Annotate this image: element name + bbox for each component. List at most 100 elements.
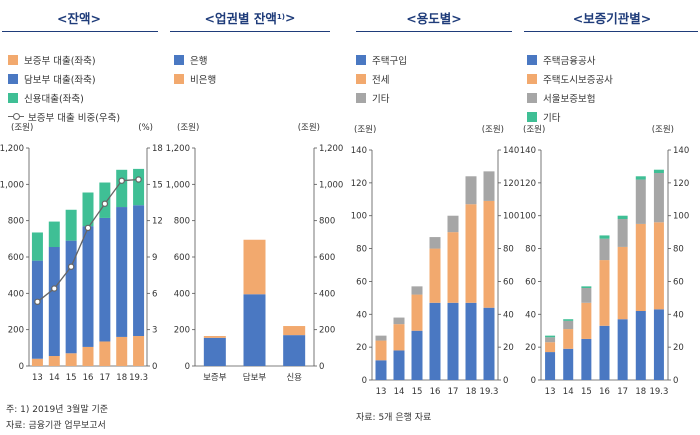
legend-item-usage-other: 기타 [356,88,407,107]
x-tick-label: 18 [116,373,127,383]
y-tick-label-left: 200 [8,326,24,336]
x-tick-label: 14 [394,387,405,397]
y-tick-label-right: 40 [503,310,514,320]
x-tick-label: 17 [617,387,628,397]
y-tick-label-left: 60 [356,277,367,287]
y-tick-label-right: 0 [319,362,324,372]
y-unit-label-right: (조원) [298,123,320,133]
legend-label: 서울보증보험 [543,93,596,105]
y-tick-label-left: 0 [19,362,24,372]
y-tick-label-left: 600 [174,253,190,263]
guarantor-legend: 주택금융공사 주택도시보증공사 서울보증보험 기타 [527,50,613,126]
y-tick-label-left: 60 [525,277,536,287]
y-tick-label-right: 60 [503,277,514,287]
bar-segment [116,336,128,366]
bar-segment [393,350,405,380]
legend-item-guaranteed-loan: 보증부 대출(좌축) [8,50,120,69]
bar-segment [465,176,477,205]
bar-segment [465,204,477,303]
bar-segment [635,311,646,380]
legend-label: 주택구입 [372,55,407,67]
y-tick-label-right: 18 [152,144,163,154]
share-line-point [34,298,41,306]
sector-title-footnote-mark: 1) [276,13,285,21]
legend-label: 주택금융공사 [543,55,596,67]
legend-swatch [8,54,18,65]
x-tick-label: 14 [49,373,60,383]
bar-segment [581,338,592,380]
x-tick-label: 15 [412,387,423,397]
bar-segment [99,217,111,342]
balance-legend: 보증부 대출(좌축) 담보부 대출(좌축) 신용대출(좌축) 보증부 대출 비중… [8,50,120,126]
usage-title-rule [356,31,512,32]
y-tick-label-right: 100 [503,212,519,222]
legend-swatch [527,73,537,84]
y-tick-label-left: 0 [185,362,190,372]
usage-legend: 주택구입 전세 기타 [356,50,407,107]
y-tick-label-left: 120 [520,179,536,189]
legend-swatch [8,92,18,103]
y-tick-label-right: 60 [673,277,684,287]
y-tick-label-left: 600 [8,253,24,263]
bar-segment [48,221,60,248]
bar-segment [283,326,306,336]
y-tick-label-left: 1,200 [0,144,24,154]
bar-segment [375,340,387,361]
y-unit-label-right: (%) [138,123,153,133]
x-tick-label: 15 [66,373,77,383]
bar-segment [31,260,43,359]
y-tick-label-right: 1,000 [319,180,343,190]
bar-segment [82,192,94,227]
y-tick-label-left: 800 [8,217,24,227]
bar-segment [48,247,60,357]
x-tick-label: 13 [376,387,387,397]
y-tick-label-right: 800 [319,217,335,227]
bar-segment [31,232,43,261]
share-line-point [101,200,109,207]
bar-segment [65,240,77,354]
x-tick-label: 19.3 [649,387,668,397]
bar-segment [411,330,423,380]
bar-segment [563,319,574,321]
x-tick-label: 담보부 [243,372,267,383]
x-tick-label: 19.3 [129,373,148,383]
y-tick-label-right: 15 [152,180,163,190]
legend-swatch [356,54,366,65]
y-tick-label-left: 1,000 [0,180,24,190]
y-tick-label-right: 40 [673,310,684,320]
bar-segment [581,286,592,288]
legend-label: 보증부 대출 비중(우축) [28,112,121,124]
bar-segment [617,246,628,320]
legend-swatch [527,111,537,122]
bar-segment [99,182,111,218]
bar-segment [375,360,387,380]
y-tick-label-left: 20 [356,343,367,353]
y-unit-label-right: (조원) [652,125,674,135]
bar-segment [635,223,646,311]
bar-segment [563,329,574,349]
legend-label: 담보부 대출(좌축) [24,74,96,86]
bar-segment [635,176,646,180]
balance-source: 자료: 금융기관 업무보고서 [6,421,106,431]
x-tick-label: 16 [83,373,94,383]
y-tick-label-left: 0 [362,376,367,386]
sector-title-text: <업권별 잔액 [204,10,277,26]
bar-segment [653,169,664,173]
bar-segment [617,215,628,219]
bar-segment [82,346,94,366]
y-tick-label-left: 40 [525,310,536,320]
bar-segment [375,335,387,341]
legend-swatch [174,73,184,84]
y-tick-label-left: 120 [351,179,367,189]
bar-segment [429,248,441,303]
bar-segment [483,200,495,308]
y-tick-label-right: 9 [152,253,157,263]
x-tick-label: 16 [599,387,610,397]
x-tick-label: 18 [466,387,477,397]
y-tick-label-left: 400 [174,289,190,299]
y-tick-label-left: 20 [525,343,536,353]
y-tick-label-right: 12 [152,217,163,227]
